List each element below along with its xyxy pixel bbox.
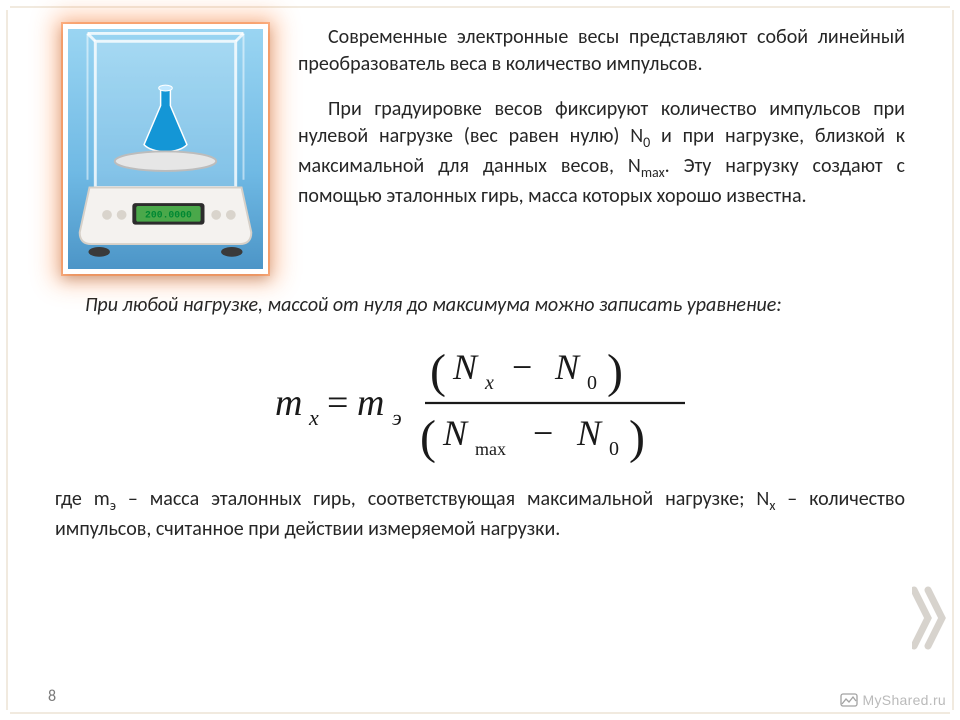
- paragraph-3: При любой нагрузке, массой от нуля до ма…: [55, 292, 905, 319]
- watermark-icon: [840, 693, 858, 707]
- eq-equals: =: [327, 382, 348, 424]
- p4-part: где m: [55, 487, 110, 511]
- eq-minus: −: [533, 413, 553, 453]
- eq-coef-sub: э: [392, 405, 402, 430]
- eq-paren: ): [629, 411, 645, 464]
- eq-num-right-var: N: [554, 347, 581, 387]
- frame-border: [6, 10, 8, 710]
- eq-den-left-var: N: [442, 413, 469, 453]
- eq-lhs-sub: x: [308, 405, 319, 430]
- eq-num-left-var: N: [452, 347, 479, 387]
- eq-num-right-sub: 0: [587, 372, 597, 394]
- eq-coef-var: m: [357, 382, 384, 424]
- paragraph-2: При градуировке весов фиксируют количест…: [298, 96, 905, 210]
- balance-photo: 200.0000: [63, 24, 268, 274]
- svg-text:200.0000: 200.0000: [145, 210, 192, 221]
- frame-border: [10, 6, 950, 8]
- eq-lhs-var: m: [275, 382, 302, 424]
- eq-paren: ): [607, 345, 623, 398]
- watermark-text: MyShared.ru: [863, 692, 946, 708]
- slide-root: 200.0000 Современные электронные весы пр…: [0, 0, 960, 720]
- next-chevron-icon[interactable]: [912, 586, 946, 650]
- eq-paren: (: [420, 411, 436, 464]
- paragraph-3-wrap: При любой нагрузке, массой от нуля до ма…: [55, 292, 905, 319]
- top-text-block: Современные электронные весы представляю…: [298, 18, 905, 228]
- p2-submax: max: [641, 164, 665, 181]
- top-row: 200.0000 Современные электронные весы пр…: [55, 18, 905, 274]
- eq-paren: (: [430, 345, 446, 398]
- eq-num-left-sub: x: [484, 372, 494, 394]
- equation-svg: m x = m э ( N x − N 0 ) ( N max: [265, 337, 695, 465]
- eq-minus: −: [512, 347, 532, 387]
- frame-border: [10, 712, 950, 714]
- equation-block: m x = m э ( N x − N 0 ) ( N max: [55, 337, 905, 470]
- watermark: MyShared.ru: [840, 692, 946, 708]
- frame-border: [952, 10, 954, 710]
- page-number: 8: [48, 687, 56, 706]
- p4-part: – масса эталонных гирь, соответствующая …: [116, 487, 769, 511]
- paragraph-1: Современные электронные весы представляю…: [298, 24, 905, 78]
- eq-den-right-sub: 0: [609, 438, 619, 460]
- balance-icon: 200.0000: [68, 29, 263, 269]
- paragraph-4: где mэ – масса эталонных гирь, соответст…: [55, 486, 905, 543]
- eq-den-right-var: N: [576, 413, 603, 453]
- eq-den-left-sub: max: [475, 439, 506, 459]
